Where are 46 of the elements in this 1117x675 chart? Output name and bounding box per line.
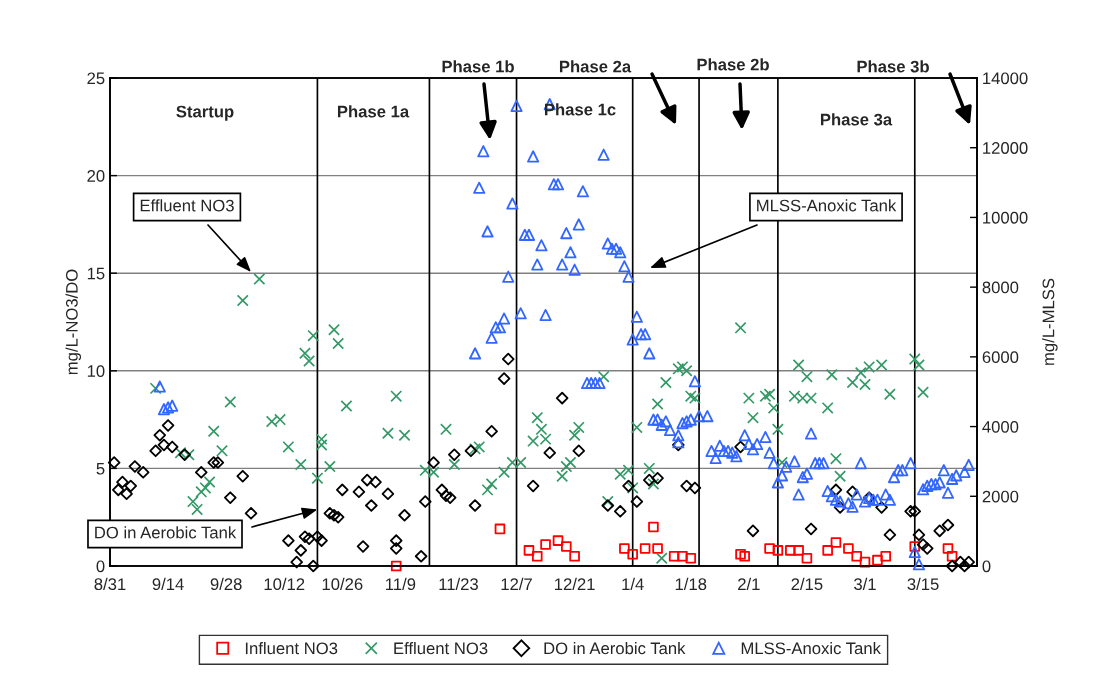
annotation: Phase 1a — [337, 105, 410, 118]
x-tick-label: 2/15 — [791, 577, 823, 591]
y-tick-label: 5 — [96, 462, 105, 475]
text: Phase 3b — [857, 60, 929, 73]
y2-axis-title: mg/L-MLSS — [1042, 278, 1058, 365]
y2-tick-label: 8000 — [982, 281, 1019, 294]
x-tick-label: 9/28 — [210, 577, 242, 591]
y-tick-label: 10 — [87, 365, 105, 377]
legend-label: Effluent NO3 — [394, 642, 488, 655]
y-tick-label: 0 — [96, 560, 105, 573]
x-tick-label: 10/12 — [264, 577, 305, 591]
x-tick-label: 12/21 — [555, 577, 595, 591]
x-tick-label: 1/4 — [622, 577, 644, 591]
x-tick-label: 2/1 — [738, 577, 760, 591]
y-tick-label: 25 — [87, 72, 105, 85]
y2-tick-label: 6000 — [982, 351, 1019, 364]
y2-tick-label: 14000 — [983, 72, 1028, 85]
y2-tick-label: 2000 — [982, 490, 1019, 503]
x-tick-label: 3/1 — [854, 577, 876, 591]
annotation: Startup — [176, 105, 234, 121]
x-tick-label: 8/31 — [94, 577, 126, 591]
y2-tick-label: 4000 — [982, 420, 1019, 433]
x-tick-label: 9/14 — [152, 577, 184, 591]
annotation: MLSS-Anoxic Tank — [757, 199, 897, 212]
legend-label: DO in Aerobic Tank — [544, 642, 686, 655]
annotation: Phase 3a — [820, 113, 893, 126]
annotation: Phase 1c — [544, 103, 616, 116]
legend-label: MLSS-Anoxic Tank — [741, 642, 881, 655]
text: Phase 2a — [559, 60, 632, 73]
y2-tick-label: 12000 — [983, 142, 1028, 154]
legend-label: Influent NO3 — [245, 642, 338, 655]
x-tick-label: 11/23 — [439, 577, 478, 591]
x-tick-label: 10/26 — [322, 577, 363, 591]
text: Phase 1b — [442, 60, 514, 73]
x-tick-label: 12/7 — [501, 577, 532, 591]
x-tick-label: 11/9 — [386, 577, 416, 591]
y-tick-label: 15 — [87, 267, 105, 280]
annotation: Effluent NO3 — [140, 199, 234, 212]
x-tick-label: 1/18 — [675, 577, 707, 591]
y-tick-label: 20 — [87, 170, 105, 182]
y-axis-title: mg/L-NO3/DO — [65, 269, 82, 375]
text: Phase 2b — [697, 58, 769, 71]
y2-tick-label: 10000 — [983, 211, 1028, 224]
annotation: DO in Aerobic Tank — [95, 526, 237, 539]
y2-tick-label: 0 — [982, 560, 991, 573]
x-tick-label: 3/15 — [907, 577, 939, 591]
